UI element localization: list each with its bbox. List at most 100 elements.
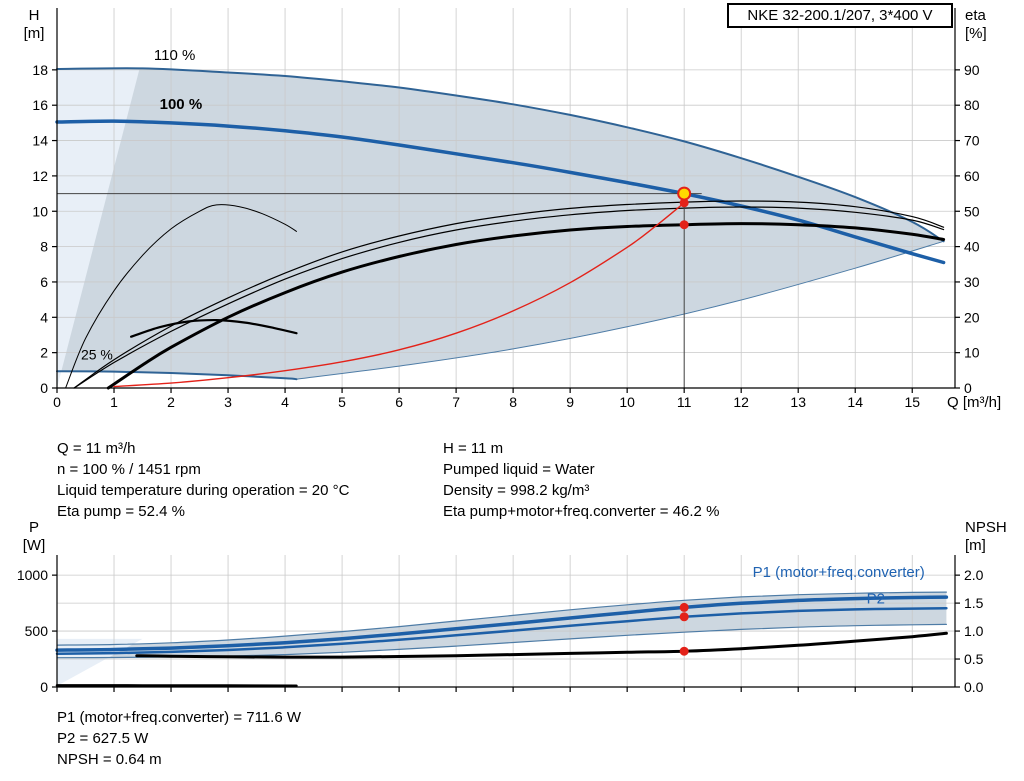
- y-left-tick-label: 16: [32, 97, 48, 113]
- y-left-tick-label: 2: [40, 345, 48, 361]
- curves: [55, 591, 949, 687]
- y-right-tick-label: 1.5: [964, 595, 984, 611]
- y-left-axis-title: H: [29, 7, 40, 24]
- p1-curve: [55, 595, 949, 652]
- y-right-tick-label: 30: [964, 274, 980, 290]
- duty-point: [677, 186, 692, 201]
- y-right-tick-label: 2.0: [964, 567, 984, 583]
- x-tick-label: 8: [509, 394, 517, 410]
- eta-reduced-speed-curve: [65, 204, 297, 389]
- y-right-tick-label: 1.0: [964, 623, 984, 639]
- axes: 0 1 2 3 4 5 6 7 8 9 10 11 12 13 14 15 Q [m³/h]0246810121…: [24, 7, 1002, 411]
- power-npsh-chart: 0 500 1000 0.0 0.5 1.0 1.5 2.0 P[W] NPSH[m] P1 (mo…: [17, 520, 1007, 695]
- y-left-tick-label: 12: [32, 168, 48, 184]
- y-left-tick-label: 6: [40, 274, 48, 290]
- curve-labels: P1 (motor+freq.converter) P2: [753, 564, 925, 608]
- head-efficiency-chart: 0 1 2 3 4 5 6 7 8 9 10 11 12 13 14 15 Q [m³/h]0246810121…: [24, 7, 1002, 411]
- gridlines: [57, 8, 955, 388]
- y-left-tick-label: 10: [32, 203, 48, 219]
- x-tick-label: 3: [224, 394, 232, 410]
- npsh-operating-point: [679, 646, 689, 656]
- x-tick-label: 9: [566, 394, 574, 410]
- y-left-axis-title: [m]: [24, 25, 45, 42]
- eta-duty-curve: [113, 202, 685, 388]
- info-line-speed: n = 100 % / 1451 rpm: [57, 461, 201, 478]
- x-tick-label: 1: [110, 394, 118, 410]
- x-tick-label: 11: [677, 394, 692, 410]
- y-right-tick-label: 50: [964, 203, 980, 219]
- pump-model-label: NKE 32-200.1/207, 3*400 V: [727, 3, 953, 28]
- x-tick-label: 13: [790, 394, 806, 410]
- x-tick-label: 6: [395, 394, 403, 410]
- y-left-tick-label: 18: [32, 62, 48, 78]
- p1-curve-label: P1 (motor+freq.converter): [753, 564, 925, 581]
- y-right-axis-title: [%]: [965, 25, 987, 42]
- curves: [55, 67, 946, 390]
- info-line-head: H = 11 m: [443, 440, 504, 457]
- y-right-tick-label: 0.5: [964, 651, 984, 667]
- y-left-tick-label: 0: [40, 679, 48, 695]
- envelope-right-edge: [296, 240, 945, 380]
- chart-areas: [57, 592, 947, 686]
- curve-labels: 110 % 100 % 25 %: [81, 47, 202, 362]
- y-right-tick-label: 80: [964, 97, 980, 113]
- y-left-tick-label: 1000: [17, 567, 48, 583]
- speed-curve-25: [56, 370, 298, 381]
- y-right-tick-label: 0: [964, 380, 972, 396]
- y-right-tick-label: 0.0: [964, 679, 984, 695]
- info-line-flow: Q = 11 m³/h: [57, 440, 136, 457]
- speed-label-110: 110 %: [154, 47, 195, 64]
- y-right-tick-label: 40: [964, 239, 980, 255]
- operating-envelope: [57, 68, 944, 380]
- y-left-tick-label: 4: [40, 309, 48, 325]
- x-tick-label: 14: [847, 394, 863, 410]
- y-left-tick-label: 14: [32, 133, 48, 149]
- y-right-tick-label: 10: [964, 345, 980, 361]
- info-line-npsh: NPSH = 0.64 m: [57, 751, 162, 768]
- y-right-axis-title: NPSH: [965, 520, 1007, 536]
- info-line-p2: P2 = 627.5 W: [57, 730, 149, 747]
- y-left-tick-label: 8: [40, 239, 48, 255]
- y-left-axis-title: P: [29, 520, 39, 536]
- info-line-p1: P1 (motor+freq.converter) = 711.6 W: [57, 709, 301, 726]
- x-tick-label: 15: [904, 394, 920, 410]
- operating-points: [677, 186, 692, 230]
- speed-label-25: 25 %: [81, 346, 113, 362]
- y-right-tick-label: 90: [964, 62, 980, 78]
- operating-points: [679, 602, 689, 656]
- y-left-tick-label: 0: [40, 380, 48, 396]
- x-tick-label: 5: [338, 394, 346, 410]
- x-axis-title: Q [m³/h]: [947, 394, 1001, 411]
- eta-pump-curve-a: [73, 200, 945, 389]
- low-flow-region: [57, 68, 140, 388]
- p2-curve: [55, 606, 948, 655]
- x-tick-label: 12: [733, 394, 749, 410]
- eta-total-curve: [106, 222, 946, 390]
- p2-curve-label: P2: [867, 591, 885, 608]
- y-left-tick-label: 500: [25, 623, 49, 639]
- y-left-axis-title: [W]: [23, 537, 46, 554]
- chart-areas: [57, 68, 944, 388]
- eta-pump-operating-point: [679, 198, 689, 208]
- npsh-curve: [135, 631, 948, 659]
- speed-label-100: 100 %: [160, 96, 203, 113]
- x-tick-label: 7: [452, 394, 460, 410]
- duty-info-left: Q = 11 m³/h n = 100 % / 1451 rpm Liquid …: [57, 438, 349, 522]
- y-right-axis-title: eta: [965, 7, 987, 24]
- x-tick-label: 2: [167, 394, 175, 410]
- info-line-eta-pump: Eta pump = 52.4 %: [57, 503, 185, 520]
- y-right-tick-label: 20: [964, 309, 980, 325]
- info-line-temperature: Liquid temperature during operation = 20…: [57, 482, 350, 499]
- info-line-eta-total: Eta pump+motor+freq.converter = 46.2 %: [443, 503, 720, 520]
- power-info: P1 (motor+freq.converter) = 711.6 W P2 =…: [57, 707, 301, 770]
- p2-operating-point: [679, 612, 689, 622]
- x-tick-label: 4: [281, 394, 289, 410]
- eta-pump-curve-b: [73, 206, 945, 389]
- info-line-density: Density = 998.2 kg/m³: [443, 482, 590, 499]
- x-tick-label: 0: [53, 394, 61, 410]
- speed-curve-110: [56, 67, 945, 243]
- y-right-axis-title: [m]: [965, 537, 986, 554]
- power-band-top-edge: [56, 591, 947, 646]
- info-line-liquid: Pumped liquid = Water: [443, 461, 595, 478]
- p1-operating-point: [679, 602, 689, 612]
